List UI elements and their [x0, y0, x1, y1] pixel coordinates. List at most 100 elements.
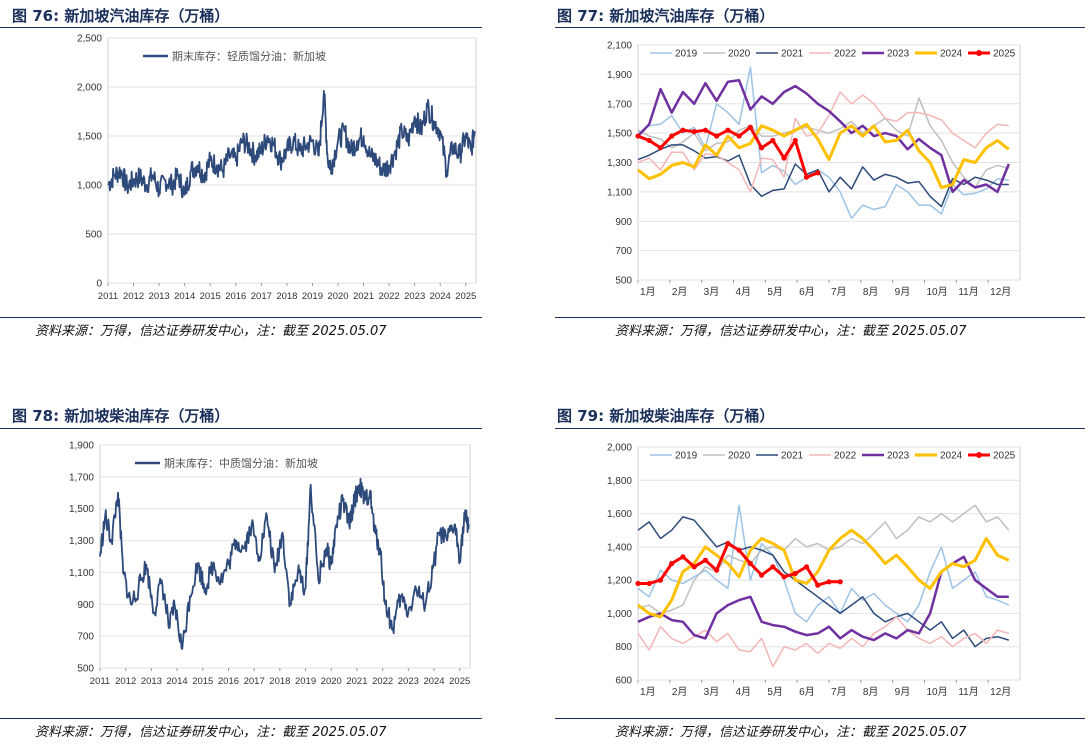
figure-76-title-rule — [0, 27, 482, 28]
x-tick-label: 2015 — [200, 291, 221, 302]
x-tick-label: 2024 — [430, 291, 451, 302]
legend-label-2023: 2023 — [887, 451, 910, 462]
series-line-2022 — [637, 91, 1009, 193]
x-tick-label: 3月 — [704, 286, 720, 298]
figure-79-chart: 600 800 1,000 1,200 1,400 1,600 1,800 2,000 1月 2月… — [607, 443, 1021, 698]
data-point-2025 — [792, 570, 798, 577]
x-tick-label: 2018 — [276, 291, 297, 302]
x-tick-label: 2025 — [449, 676, 470, 687]
x-tick-label: 2018 — [269, 676, 290, 687]
y-tick-label: 1,700 — [69, 472, 94, 483]
data-point-2025 — [781, 155, 787, 161]
y-tick-label: 1,200 — [607, 576, 632, 587]
y-tick-label: 1,100 — [607, 187, 632, 198]
x-tick-label: 2011 — [90, 676, 110, 687]
figure-79-source: 资料来源：万得，信达证券研发中心，注：截至 2025.05.07 — [615, 725, 967, 740]
data-point-2025 — [747, 560, 753, 567]
y-tick-label: 1,700 — [607, 99, 632, 110]
y-tick-label: 1,100 — [69, 568, 94, 579]
y-tick-label: 1,000 — [607, 609, 632, 620]
series-line-2019 — [637, 66, 1009, 220]
data-point-2025 — [792, 137, 798, 144]
x-tick-label: 2013 — [141, 676, 162, 687]
legend-label-2021: 2021 — [781, 49, 804, 60]
legend-label-2022: 2022 — [834, 451, 857, 462]
data-point-2025 — [669, 133, 675, 139]
x-tick-label: 11月 — [958, 286, 978, 298]
y-tick-label: 1,600 — [607, 509, 632, 520]
y-tick-label: 2,100 — [607, 41, 632, 52]
x-tick-label: 4月 — [736, 286, 752, 298]
data-point-2025 — [691, 564, 697, 570]
x-tick-label: 5月 — [767, 286, 783, 298]
x-tick-label: 2021 — [346, 676, 367, 687]
x-tick-label: 5月 — [767, 686, 783, 698]
data-point-2025 — [691, 129, 697, 135]
x-tick-label: 9月 — [895, 286, 911, 298]
y-tick-label: 1,500 — [77, 132, 102, 143]
data-point-2025 — [714, 133, 720, 139]
y-tick-label: 600 — [615, 676, 632, 687]
figure-79-source-rule — [555, 718, 1085, 719]
y-tick-label: 1,400 — [607, 542, 632, 553]
series-line-2020 — [637, 504, 1010, 615]
y-tick-label: 1,900 — [607, 70, 632, 81]
x-tick-label: 10月 — [927, 286, 948, 298]
x-tick-label: 6月 — [799, 286, 815, 298]
x-tick-label: 2022 — [372, 676, 393, 687]
figure-76-title: 图 76: 新加坡汽油库存（万桶） — [12, 7, 230, 25]
data-point-2025 — [725, 127, 731, 133]
data-point-2025 — [770, 564, 776, 570]
y-tick-label: 1,800 — [607, 476, 632, 487]
x-tick-label: 2025 — [455, 291, 476, 302]
data-point-2025 — [837, 579, 843, 585]
legend-label-2025: 2025 — [993, 49, 1016, 60]
figure-79-title: 图 79: 新加坡柴油库存（万桶） — [557, 407, 775, 425]
data-point-2025 — [680, 554, 686, 560]
x-tick-label: 10月 — [927, 686, 948, 698]
x-tick-label: 2016 — [225, 291, 246, 302]
figure-77-chart: 500 700 900 1,100 1,300 1,500 1,700 1,900 2,100 1… — [607, 41, 1021, 298]
figure-78-chart: 500 700 900 1,100 1,300 1,500 1,700 1,900 2011 20… — [69, 441, 471, 687]
x-tick-label: 2017 — [244, 676, 265, 687]
series-line-2021 — [637, 144, 1009, 208]
x-tick-label: 1月 — [640, 686, 656, 698]
x-tick-label: 2012 — [123, 291, 144, 302]
legend-label-2019: 2019 — [675, 49, 698, 60]
series-line-2024 — [637, 122, 1010, 189]
data-point-2025 — [747, 124, 753, 130]
x-tick-label: 11月 — [958, 686, 978, 698]
y-tick-label: 2,000 — [607, 443, 632, 454]
legend-label: 期末库存：中质馏分油：新加坡 — [164, 456, 318, 470]
x-tick-label: 1月 — [640, 286, 656, 298]
data-point-2025 — [758, 145, 765, 151]
figure-77-source-rule — [555, 317, 1085, 318]
data-point-2025 — [815, 170, 821, 176]
y-tick-label: 800 — [615, 642, 632, 653]
x-tick-label: 12月 — [990, 686, 1011, 698]
legend-label-2024: 2024 — [940, 49, 963, 60]
legend-label-2023: 2023 — [887, 49, 910, 60]
legend-label-2020: 2020 — [728, 451, 751, 462]
x-tick-label: 2019 — [302, 291, 323, 302]
x-tick-label: 2017 — [251, 291, 272, 302]
y-tick-label: 500 — [615, 276, 632, 287]
data-point-2025 — [646, 580, 652, 587]
y-tick-label: 1,500 — [69, 504, 94, 515]
legend-label-2022: 2022 — [834, 49, 857, 60]
data-point-2025 — [826, 579, 832, 585]
x-tick-label: 8月 — [863, 286, 879, 298]
x-tick-label: 2014 — [174, 291, 195, 302]
x-tick-label: 2013 — [149, 291, 170, 302]
x-tick-label: 2022 — [379, 291, 400, 302]
plot-frame — [107, 37, 477, 284]
data-point-2025 — [635, 580, 641, 587]
figure-76-source: 资料来源：万得，信达证券研发中心，注：截至 2025.05.07 — [35, 324, 387, 339]
x-tick-label: 2011 — [98, 291, 118, 302]
y-tick-label: 900 — [615, 217, 632, 228]
data-point-2025 — [635, 133, 641, 139]
x-tick-label: 12月 — [990, 286, 1011, 298]
x-tick-label: 9月 — [895, 686, 911, 698]
x-tick-label: 2月 — [672, 286, 688, 298]
data-point-2025 — [770, 137, 776, 144]
